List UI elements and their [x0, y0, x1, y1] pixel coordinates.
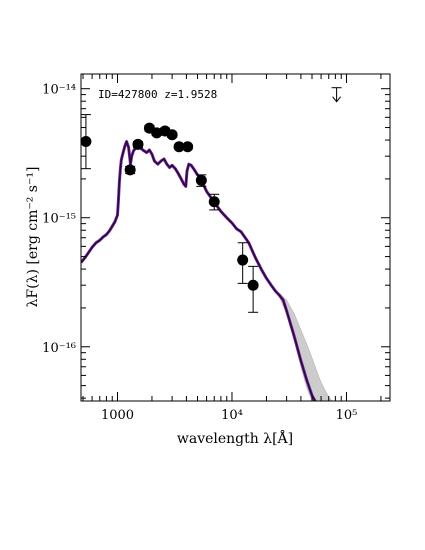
annotation-id-redshift: ID=427800 z=1.9528	[98, 88, 217, 101]
data-point	[173, 141, 185, 153]
y-tick-label: 10⁻¹⁴	[42, 83, 76, 98]
data-point-marker	[80, 135, 92, 147]
data-point	[247, 265, 259, 313]
x-axis-label: wavelength λ[Å]	[177, 429, 293, 447]
x-tick-label: 10⁴	[221, 408, 243, 423]
data-point-marker	[132, 138, 144, 150]
plot-frame	[80, 73, 391, 402]
axis-ticks	[81, 74, 390, 401]
y-tick-label: 10⁻¹⁵	[42, 212, 76, 227]
data-point	[132, 138, 144, 150]
y-tick-labels: 10⁻¹⁴ 10⁻¹⁵ 10⁻¹⁶	[42, 83, 76, 356]
data-point-marker	[195, 174, 207, 186]
data-point-marker	[247, 279, 259, 291]
x-tick-labels: 1000 10⁴ 10⁵	[101, 408, 357, 423]
data-point	[166, 129, 178, 141]
upper-limits-layer	[331, 87, 342, 103]
data-point	[182, 141, 194, 153]
uncertainty-band-area	[279, 292, 333, 401]
data-point-marker	[182, 141, 194, 153]
data-points-layer	[80, 114, 259, 313]
upper-limit-head	[332, 96, 341, 103]
data-point	[208, 193, 220, 211]
data-point	[124, 164, 136, 176]
y-tick-label: 10⁻¹⁶	[42, 341, 76, 356]
data-point	[195, 174, 207, 187]
x-tick-label: 10⁵	[336, 408, 358, 423]
model-curve-layer	[81, 140, 317, 401]
y-axis-label: λF(λ) [erg cm⁻² s⁻¹]	[25, 167, 41, 308]
data-point-marker	[208, 196, 220, 208]
data-point-marker	[237, 254, 249, 266]
data-point-marker	[173, 141, 185, 153]
upper-limit-arrow	[331, 87, 342, 103]
data-point	[237, 242, 249, 284]
data-point-marker	[151, 127, 163, 139]
data-point-marker	[124, 164, 136, 176]
x-tick-label: 1000	[101, 408, 134, 423]
model-uncertainty-band	[279, 292, 333, 401]
model-curve	[81, 140, 316, 401]
data-point-marker	[166, 129, 178, 141]
data-point	[80, 114, 92, 170]
